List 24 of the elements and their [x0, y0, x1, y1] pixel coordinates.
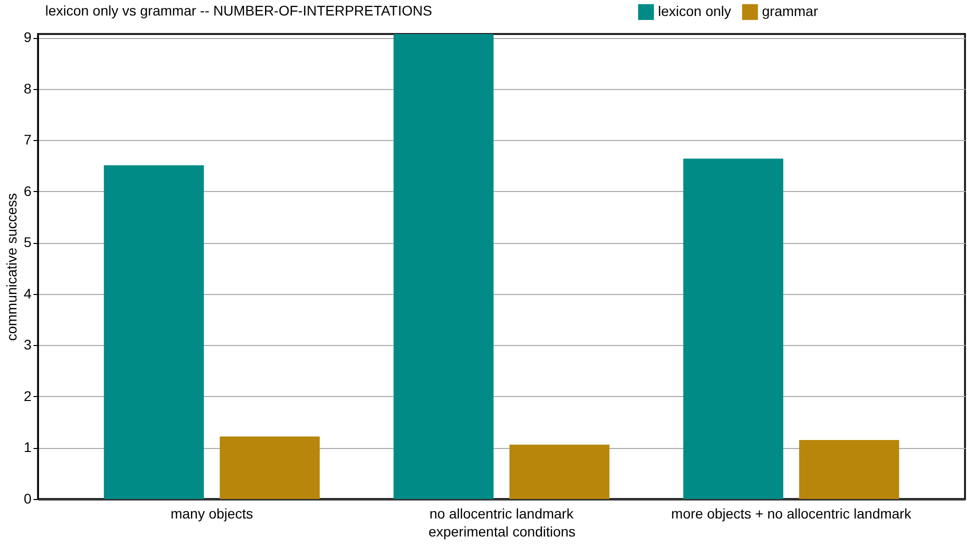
y-axis-title: communicative success — [4, 193, 20, 341]
y-tick-label: 7 — [24, 132, 32, 148]
y-tick-label: 9 — [24, 29, 32, 46]
y-tick-label: 0 — [24, 490, 32, 506]
x-axis-title: experimental conditions — [428, 524, 576, 540]
y-tick-label: 8 — [24, 80, 32, 96]
y-tick-label: 4 — [24, 285, 32, 302]
x-tick-label: many objects — [170, 506, 254, 522]
bar — [394, 34, 494, 499]
bar — [220, 436, 320, 499]
legend-label: grammar — [762, 3, 818, 20]
chart-title: lexicon only vs grammar -- NUMBER-OF-INTERPRETATIONS — [45, 2, 432, 19]
bar — [104, 165, 204, 499]
bar — [799, 440, 900, 499]
x-tick-label: more objects + no allocentric landmark — [671, 506, 912, 522]
y-tick-label: 2 — [24, 388, 32, 404]
y-tick-label: 3 — [24, 336, 32, 353]
y-tick-label: 1 — [24, 439, 32, 456]
legend-label: lexicon only — [658, 3, 732, 20]
y-tick-label: 5 — [24, 234, 32, 250]
bar — [683, 158, 784, 499]
x-tick-label: no allocentric landmark — [430, 506, 574, 522]
bar — [509, 444, 610, 499]
y-tick-label: 6 — [24, 182, 32, 199]
